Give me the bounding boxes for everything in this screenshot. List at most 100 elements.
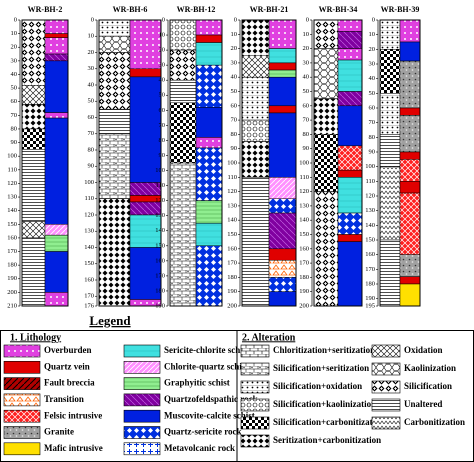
lithology-interval — [195, 107, 223, 138]
depth-tick-label: 10 — [11, 30, 18, 37]
lithology-swatch — [123, 426, 161, 439]
depth-tick-label: 80 — [231, 131, 238, 138]
depth-tick-label: 90 — [303, 145, 310, 152]
alteration-label: Silicification+oxidation — [273, 381, 362, 391]
depth-tick-label: 180 — [7, 262, 17, 269]
depth-tick-label: 80 — [369, 134, 376, 141]
depth-tick-label: 30 — [303, 59, 310, 66]
depth-tick-label: 90 — [231, 145, 238, 152]
alteration-interval — [21, 149, 46, 222]
lithology-interval — [399, 283, 421, 307]
alteration-label: Carbonitization — [404, 417, 465, 427]
depth-tick-label: 160 — [365, 251, 375, 258]
depth-tick-label: 190 — [227, 288, 237, 295]
lithology-label: Chlorite-quartz schist — [164, 361, 248, 371]
lithology-interval — [268, 259, 297, 278]
depth-tick-label: 195 — [365, 302, 375, 309]
alteration-title: 2. Alteration — [242, 332, 296, 343]
depth-tick-label: 100 — [299, 159, 309, 166]
lithology-interval — [129, 68, 162, 78]
borehole-frame — [98, 19, 162, 307]
depth-tick-label: 160 — [84, 276, 94, 283]
alteration-interval — [98, 52, 131, 110]
depth-tick-label: 150 — [155, 242, 165, 249]
depth-tick-label: 90 — [159, 152, 166, 159]
lithology-interval — [337, 59, 363, 92]
lithology-label: Quartz vein — [44, 361, 90, 371]
borehole-name: WR-BH-12 — [177, 5, 216, 14]
depth-tick-label: 30 — [231, 59, 238, 66]
lithology-swatch — [123, 442, 161, 456]
alteration-swatch — [240, 362, 270, 376]
lithology-swatch — [3, 393, 41, 407]
lithology-swatch — [3, 442, 41, 456]
depth-tick-label: 160 — [299, 245, 309, 252]
depth-tick-label: 50 — [88, 98, 95, 105]
depth-tick-label: 10 — [303, 31, 310, 38]
alteration-interval — [21, 104, 46, 130]
lithology-interval — [44, 234, 69, 252]
lithology-interval — [44, 37, 69, 55]
lithology-swatch — [3, 426, 41, 439]
depth-tick-label: 20 — [303, 45, 310, 52]
depth-tick-label: 70 — [369, 119, 376, 126]
alteration-interval — [21, 85, 46, 105]
depth-tick-label: 40 — [159, 77, 166, 84]
lithology-interval — [129, 247, 162, 300]
lithology-interval — [44, 112, 69, 119]
lithology-label: Metavolcanic rock — [164, 443, 235, 453]
lithology-interval — [399, 60, 421, 109]
alteration-interval — [98, 109, 131, 134]
depth-tick-label: 100 — [155, 167, 165, 174]
depth-tick-label: 130 — [227, 202, 237, 209]
alteration-swatch — [240, 344, 270, 358]
depth-tick-label: 90 — [88, 163, 95, 170]
depth-tick-label: 120 — [84, 211, 94, 218]
lithology-label: Felsic intrusive — [44, 410, 102, 420]
lithology-interval — [337, 241, 363, 307]
alteration-interval — [98, 198, 131, 307]
depth-tick-label: 130 — [299, 202, 309, 209]
lithology-interval — [399, 192, 421, 255]
lithology-interval — [129, 214, 162, 248]
depth-tick-label: 70 — [159, 122, 166, 129]
depth-tick-label: 100 — [84, 179, 94, 186]
alteration-swatch — [371, 380, 401, 394]
depth-tick-label: 100 — [365, 163, 375, 170]
depth-tick-label: 90 — [11, 139, 18, 146]
depth-tick-label: 40 — [88, 81, 95, 88]
borehole-name: WR-BH-21 — [250, 5, 289, 14]
lithology-interval — [337, 105, 363, 147]
depth-tick-label: 60 — [231, 102, 238, 109]
borehole-frame — [169, 19, 223, 307]
lithology-interval — [337, 19, 363, 32]
depth-tick-label: 20 — [369, 46, 376, 53]
depth-tick-label: 60 — [11, 98, 18, 105]
lithology-interval — [268, 19, 297, 49]
depth-tick-label: 40 — [303, 74, 310, 81]
alteration-interval — [169, 49, 197, 81]
depth-tick-label: 190 — [155, 302, 165, 309]
lithology-interval — [268, 69, 297, 78]
depth-tick-label: 170 — [7, 248, 17, 255]
lithology-swatch — [123, 393, 161, 407]
alteration-interval — [241, 141, 270, 178]
depth-tick-label: 170 — [227, 260, 237, 267]
alteration-interval — [379, 239, 401, 307]
depth-tick-label: 80 — [159, 137, 166, 144]
lithology-interval — [195, 42, 223, 66]
borehole-frame — [379, 19, 421, 307]
lithology-interval — [268, 212, 297, 250]
depth-tick-label: 190 — [7, 275, 17, 282]
depth-tick-label: 180 — [365, 280, 375, 287]
lithology-interval — [337, 234, 363, 242]
lithology-interval — [195, 34, 223, 43]
depth-tick-label: 60 — [88, 114, 95, 121]
depth-tick-label: 80 — [303, 131, 310, 138]
lithology-interval — [268, 177, 297, 200]
alteration-swatch — [240, 398, 270, 412]
alteration-interval — [241, 76, 270, 121]
depth-tick-label: 140 — [155, 227, 165, 234]
alteration-swatch — [371, 362, 401, 376]
